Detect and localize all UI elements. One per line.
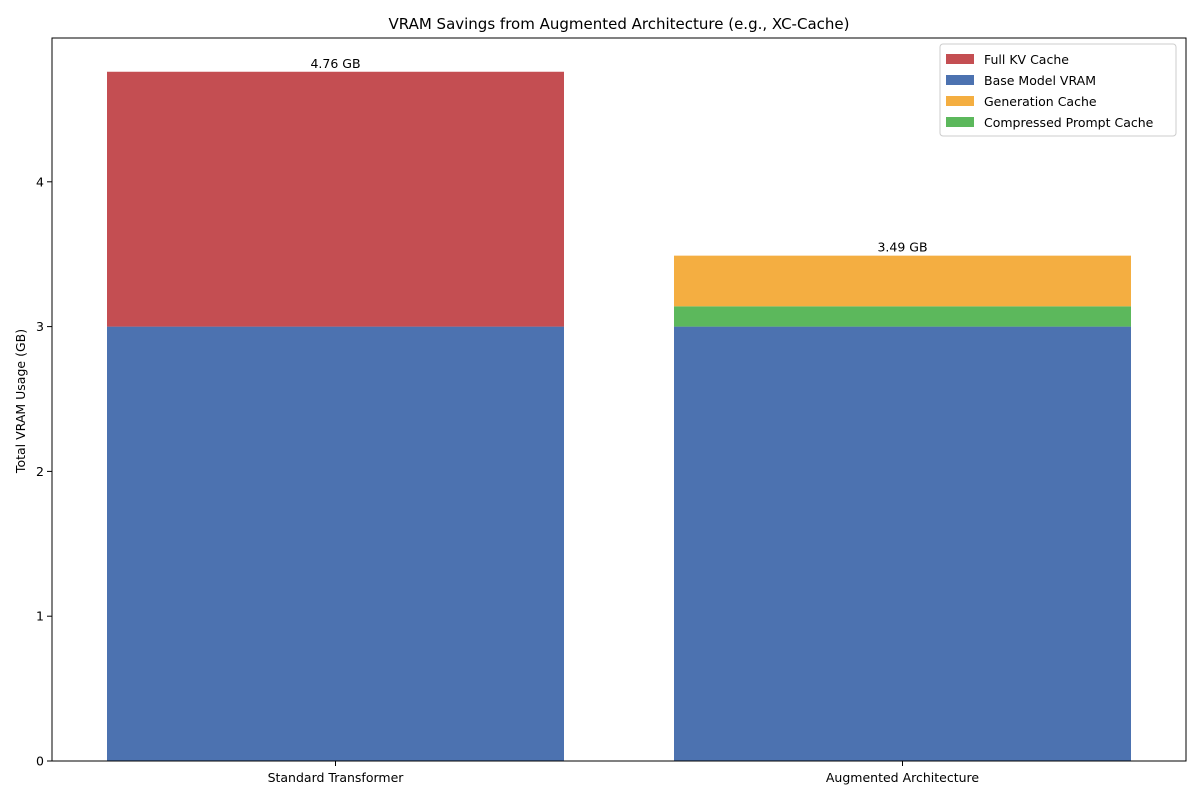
- y-tick-label: 1: [36, 609, 44, 624]
- plot-frame: [51, 37, 1187, 762]
- legend-swatch-compressed-prompt-cache: [946, 117, 974, 127]
- bars-group: [107, 71, 1131, 761]
- legend-swatch-base-model-vram: [946, 75, 974, 85]
- bar-total-label: 3.49 GB: [877, 240, 927, 255]
- x-tick-label: Standard Transformer: [268, 770, 405, 785]
- legend-label-generation-cache: Generation Cache: [984, 94, 1097, 109]
- y-axis-label: Total VRAM Usage (GB): [13, 329, 28, 474]
- legend-label-base-model-vram: Base Model VRAM: [984, 73, 1096, 88]
- bar-full-kv-cache-standard-transformer: [107, 71, 564, 327]
- legend-box: [939, 43, 1177, 137]
- bar-compressed-prompt-cache-augmented-architecture: [674, 306, 1131, 327]
- bar-base-model-vram-standard-transformer: [107, 326, 564, 761]
- legend-label-compressed-prompt-cache: Compressed Prompt Cache: [984, 115, 1154, 130]
- bar-total-label: 4.76 GB: [310, 56, 360, 71]
- y-tick-label: 2: [36, 464, 44, 479]
- x-tick-label: Augmented Architecture: [826, 770, 980, 785]
- x-ticks-group: Standard Transformer Augmented Architectu…: [268, 761, 980, 785]
- y-ticks-group: 0 1 2 3 4: [36, 174, 52, 769]
- bar-labels-group: 4.76 GB 3.49 GB: [310, 56, 927, 255]
- legend: Full KV Cache Base Model VRAM Generation C…: [939, 43, 1177, 137]
- legend-label-full-kv-cache: Full KV Cache: [984, 52, 1069, 67]
- y-tick-label: 3: [36, 319, 44, 334]
- chart-title: VRAM Savings from Augmented Architecture…: [389, 15, 850, 33]
- bar-generation-cache-augmented-architecture: [674, 255, 1131, 307]
- legend-swatch-full-kv-cache: [946, 54, 974, 64]
- y-tick-label: 4: [36, 174, 44, 189]
- y-tick-label: 0: [36, 754, 44, 769]
- legend-swatch-generation-cache: [946, 96, 974, 106]
- bar-base-model-vram-augmented-architecture: [674, 326, 1131, 761]
